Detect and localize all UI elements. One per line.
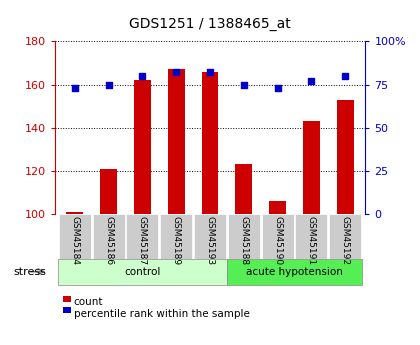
Text: GSM45187: GSM45187 — [138, 216, 147, 265]
Bar — [235, 164, 252, 214]
Point — [71, 85, 78, 91]
Text: acute hypotension: acute hypotension — [246, 267, 343, 277]
Point — [105, 82, 112, 87]
Point — [207, 70, 213, 75]
Text: GSM45186: GSM45186 — [104, 216, 113, 265]
Text: control: control — [124, 267, 160, 277]
Point — [139, 73, 146, 79]
Text: GSM45189: GSM45189 — [172, 216, 181, 265]
Text: GSM45190: GSM45190 — [273, 216, 282, 265]
Text: stress: stress — [13, 267, 46, 277]
Text: percentile rank within the sample: percentile rank within the sample — [74, 309, 249, 319]
Text: count: count — [74, 297, 103, 307]
Point — [240, 82, 247, 87]
Text: GDS1251 / 1388465_at: GDS1251 / 1388465_at — [129, 17, 291, 31]
Bar — [303, 121, 320, 214]
Bar — [134, 80, 151, 214]
Text: GSM45184: GSM45184 — [71, 216, 79, 265]
Bar — [202, 71, 218, 214]
Bar — [100, 169, 117, 214]
Point — [173, 70, 180, 75]
Point — [308, 78, 315, 84]
Point — [342, 73, 349, 79]
Text: GSM45193: GSM45193 — [205, 216, 215, 265]
Text: GSM45191: GSM45191 — [307, 216, 316, 265]
Text: GSM45192: GSM45192 — [341, 216, 349, 265]
Bar — [269, 201, 286, 214]
Bar — [168, 69, 185, 214]
Point — [274, 85, 281, 91]
Bar — [337, 100, 354, 214]
Text: GSM45188: GSM45188 — [239, 216, 248, 265]
Bar — [66, 212, 83, 214]
